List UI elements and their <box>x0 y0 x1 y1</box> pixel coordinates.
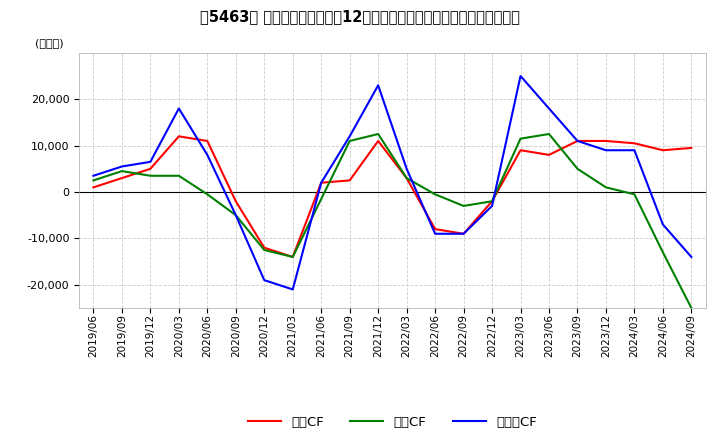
フリーCF <box>346 134 354 139</box>
投資CF <box>516 136 525 141</box>
フリーCF <box>516 73 525 79</box>
フリーCF <box>374 83 382 88</box>
営業CF <box>289 254 297 260</box>
Line: フリーCF: フリーCF <box>94 76 691 290</box>
投資CF <box>203 192 212 197</box>
営業CF <box>516 147 525 153</box>
投資CF <box>260 247 269 253</box>
Text: 【5463】 キャッシュフローの12か月移動合計の対前年同期増減額の推移: 【5463】 キャッシュフローの12か月移動合計の対前年同期増減額の推移 <box>200 9 520 24</box>
フリーCF <box>687 254 696 260</box>
Text: (百万円): (百万円) <box>35 38 64 48</box>
営業CF <box>402 176 411 181</box>
投資CF <box>117 169 126 174</box>
投資CF <box>317 196 325 202</box>
営業CF <box>89 185 98 190</box>
営業CF <box>317 180 325 185</box>
投資CF <box>174 173 183 178</box>
Line: 投資CF: 投資CF <box>94 134 691 308</box>
フリーCF <box>659 222 667 227</box>
フリーCF <box>431 231 439 236</box>
フリーCF <box>232 213 240 218</box>
営業CF <box>573 138 582 143</box>
投資CF <box>687 305 696 311</box>
フリーCF <box>630 147 639 153</box>
フリーCF <box>545 106 554 111</box>
営業CF <box>487 198 496 204</box>
営業CF <box>459 231 468 236</box>
投資CF <box>459 203 468 209</box>
Legend: 営業CF, 投資CF, フリーCF: 営業CF, 投資CF, フリーCF <box>243 411 542 434</box>
投資CF <box>431 192 439 197</box>
フリーCF <box>602 147 611 153</box>
フリーCF <box>402 166 411 172</box>
フリーCF <box>459 231 468 236</box>
投資CF <box>659 249 667 255</box>
営業CF <box>203 138 212 143</box>
Line: 営業CF: 営業CF <box>94 136 691 257</box>
投資CF <box>630 192 639 197</box>
営業CF <box>346 178 354 183</box>
投資CF <box>232 213 240 218</box>
営業CF <box>687 145 696 150</box>
投資CF <box>346 138 354 143</box>
投資CF <box>487 198 496 204</box>
フリーCF <box>289 287 297 292</box>
投資CF <box>402 176 411 181</box>
営業CF <box>260 245 269 250</box>
フリーCF <box>203 152 212 158</box>
投資CF <box>602 185 611 190</box>
投資CF <box>289 254 297 260</box>
投資CF <box>545 132 554 137</box>
営業CF <box>374 138 382 143</box>
フリーCF <box>174 106 183 111</box>
投資CF <box>146 173 155 178</box>
投資CF <box>573 166 582 172</box>
フリーCF <box>573 138 582 143</box>
営業CF <box>630 141 639 146</box>
営業CF <box>232 198 240 204</box>
営業CF <box>545 152 554 158</box>
フリーCF <box>146 159 155 165</box>
フリーCF <box>317 180 325 185</box>
営業CF <box>602 138 611 143</box>
フリーCF <box>487 203 496 209</box>
営業CF <box>117 176 126 181</box>
投資CF <box>374 132 382 137</box>
フリーCF <box>89 173 98 178</box>
営業CF <box>659 147 667 153</box>
投資CF <box>89 178 98 183</box>
フリーCF <box>117 164 126 169</box>
営業CF <box>174 134 183 139</box>
営業CF <box>431 227 439 232</box>
営業CF <box>146 166 155 172</box>
フリーCF <box>260 278 269 283</box>
